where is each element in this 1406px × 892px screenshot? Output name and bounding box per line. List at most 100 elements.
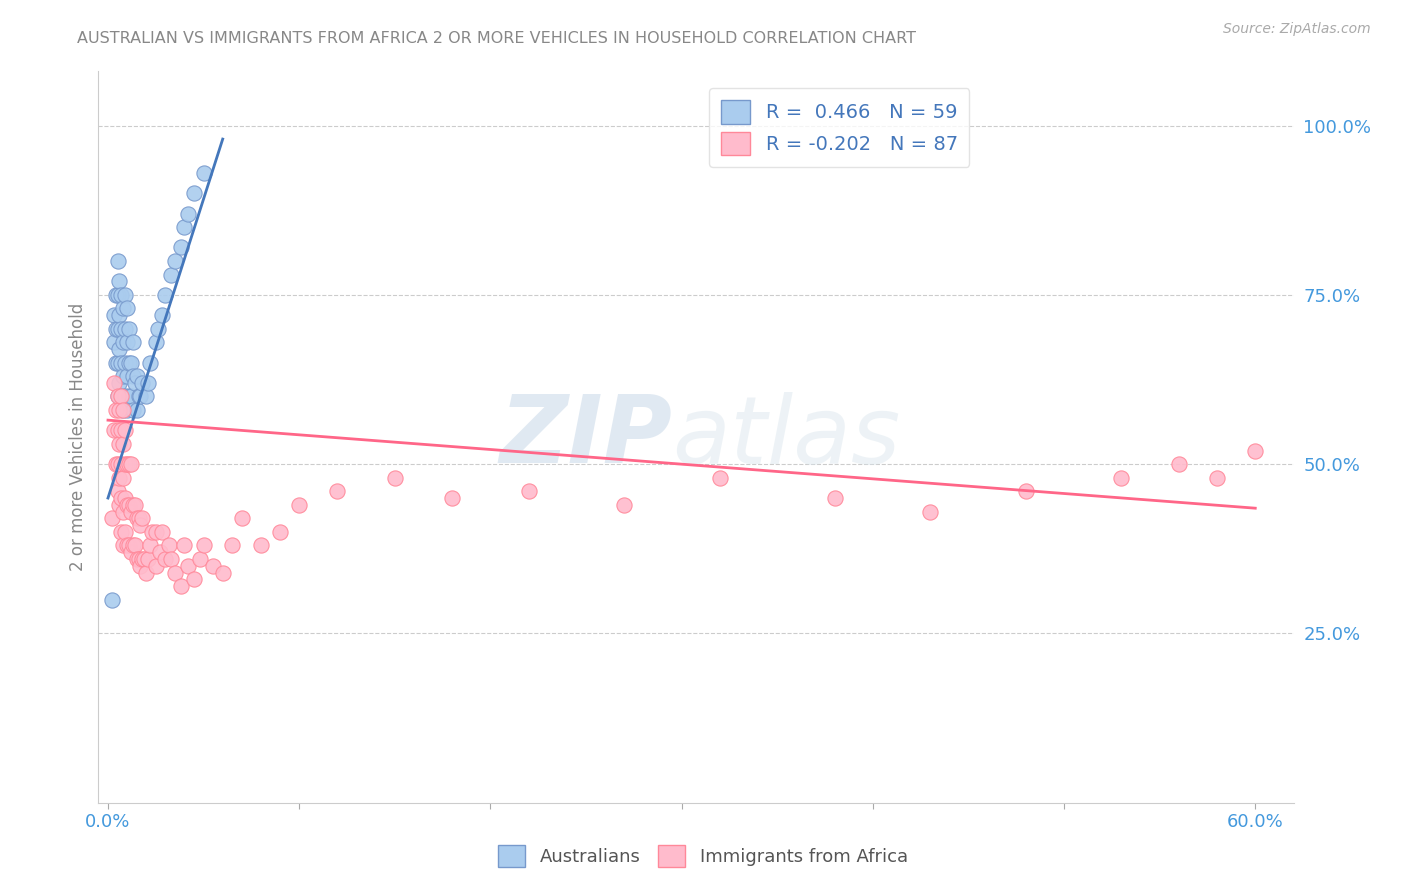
Point [155,288,177,302]
Point [145,335,167,350]
Point [157,538,180,552]
Point [160,552,183,566]
Point [920,505,942,519]
Point [118,538,141,552]
Point [107,322,129,336]
Point [114,322,136,336]
Point [188,552,211,566]
Point [231,511,253,525]
Point [202,558,225,573]
Point [141,524,163,539]
Legend: R =  0.466   N = 59, R = -0.202   N = 87: R = 0.466 N = 59, R = -0.202 N = 87 [709,88,970,167]
Point [121,369,143,384]
Point [145,524,167,539]
Point [150,308,173,322]
Point [146,322,169,336]
Point [517,484,540,499]
Point [120,457,142,471]
Point [110,457,132,471]
Point [150,524,173,539]
Point [129,558,152,573]
Point [107,355,129,369]
Point [121,403,143,417]
Point [173,538,195,552]
Point [103,308,125,322]
Point [107,288,129,302]
Point [221,538,243,552]
Point [163,254,186,268]
Point [326,484,349,499]
Point [169,240,191,254]
Point [120,355,142,369]
Point [112,538,135,552]
Point [115,538,138,552]
Point [120,389,142,403]
Point [211,566,233,580]
Point [118,457,141,471]
Point [163,566,186,580]
Point [118,498,141,512]
Y-axis label: 2 or more Vehicles in Household: 2 or more Vehicles in Household [69,303,87,571]
Point [110,389,132,403]
Point [108,437,131,451]
Point [441,491,464,505]
Text: Source: ZipAtlas.com: Source: ZipAtlas.com [1223,22,1371,37]
Point [128,389,150,403]
Point [120,545,142,559]
Point [136,552,159,566]
Point [103,423,125,437]
Point [112,437,135,451]
Point [169,579,191,593]
Point [112,369,135,384]
Point [108,498,131,512]
Point [1167,457,1189,471]
Point [103,376,125,390]
Point [107,254,129,268]
Point [114,389,136,403]
Point [155,552,177,566]
Point [107,423,129,437]
Point [110,322,132,336]
Point [131,376,153,390]
Text: AUSTRALIAN VS IMMIGRANTS FROM AFRICA 2 OR MORE VEHICLES IN HOUSEHOLD CORRELATION: AUSTRALIAN VS IMMIGRANTS FROM AFRICA 2 O… [77,31,917,46]
Point [118,389,141,403]
Point [1111,471,1133,485]
Point [193,166,215,180]
Point [121,538,143,552]
Point [118,355,141,369]
Point [104,322,127,336]
Point [149,545,172,559]
Point [115,335,138,350]
Point [114,524,136,539]
Point [112,403,135,417]
Legend: Australians, Immigrants from Africa: Australians, Immigrants from Africa [491,838,915,874]
Point [114,355,136,369]
Point [104,355,127,369]
Point [177,206,200,220]
Point [101,511,124,525]
Point [125,403,148,417]
Point [104,457,127,471]
Point [112,505,135,519]
Point [115,403,138,417]
Point [136,376,159,390]
Point [114,288,136,302]
Point [269,524,291,539]
Point [115,457,138,471]
Point [145,558,167,573]
Point [124,498,146,512]
Point [125,511,148,525]
Point [107,389,129,403]
Point [139,355,162,369]
Point [108,376,131,390]
Point [131,552,153,566]
Text: atlas: atlas [672,392,900,483]
Point [112,471,135,485]
Point [709,471,731,485]
Point [114,423,136,437]
Point [108,342,131,356]
Point [108,308,131,322]
Point [824,491,846,505]
Point [107,484,129,499]
Point [118,322,141,336]
